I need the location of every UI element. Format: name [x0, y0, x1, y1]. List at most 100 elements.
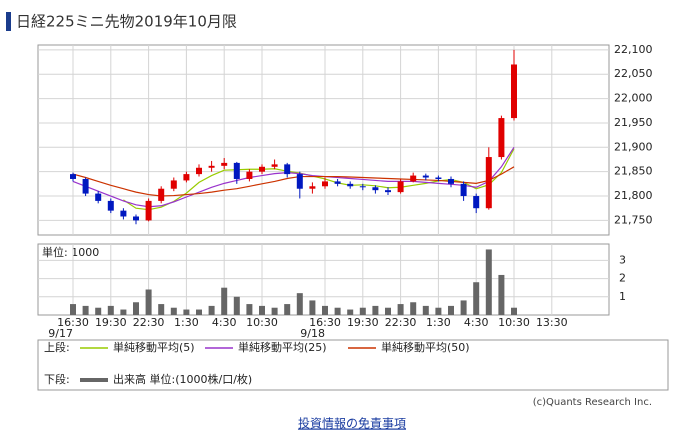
volume-bar — [246, 304, 253, 315]
title-marker — [6, 12, 11, 31]
candle-body — [485, 157, 492, 209]
price-panel — [37, 44, 610, 236]
volume-bar — [422, 305, 429, 315]
chart-title: 日経225ミニ先物2019年10月限 — [16, 13, 237, 31]
x-tick-label: 16:30 — [309, 316, 341, 329]
candle-body — [271, 164, 278, 167]
candle-body — [183, 174, 190, 181]
volume-bar — [296, 293, 303, 315]
candle-body — [448, 178, 454, 184]
candle-body — [410, 175, 417, 182]
ma-line — [123, 148, 515, 211]
volume-bar — [196, 309, 202, 315]
y-tick-label: 21,750 — [614, 213, 653, 226]
candle-body — [473, 196, 480, 209]
candle-body — [511, 64, 517, 119]
x-tick-label: 13:30 — [536, 316, 568, 329]
volume-bar — [511, 307, 517, 315]
volume-bar — [208, 305, 215, 315]
legend-label: 出来高 単位:(1000株/口/枚) — [113, 372, 252, 386]
volume-bar — [473, 282, 480, 315]
candle-body — [359, 186, 366, 188]
candle-body — [158, 188, 165, 201]
candle-body — [296, 174, 303, 189]
candle-body — [334, 181, 341, 184]
legend-swatch — [80, 378, 108, 382]
candle-body — [95, 193, 102, 201]
candle-body — [246, 171, 253, 179]
candle-body — [309, 186, 316, 189]
x-tick-label: 10:30 — [246, 316, 278, 329]
x-tick-label: 22:30 — [133, 316, 165, 329]
candle-body — [107, 200, 114, 211]
volume-tick-label: 3 — [619, 253, 626, 266]
candle-body — [221, 162, 228, 166]
y-tick-label: 22,000 — [614, 92, 653, 105]
volume-bar — [435, 307, 442, 315]
volume-bar — [284, 304, 291, 315]
volume-bar — [372, 305, 379, 315]
candle-body — [82, 178, 89, 194]
candle-body — [397, 181, 404, 193]
volume-bar — [448, 305, 454, 315]
candle-body — [208, 165, 215, 168]
y-tick-label: 22,050 — [614, 67, 653, 80]
legend-box — [37, 339, 669, 391]
volume-bar — [271, 307, 278, 315]
candle-body — [170, 180, 177, 189]
volume-bar — [397, 304, 404, 315]
x-tick-label: 1:30 — [426, 316, 451, 329]
candle-body — [385, 190, 391, 193]
x-tick-label: 16:30 — [57, 316, 89, 329]
candle-body — [284, 164, 291, 175]
legend-lower-label: 下段: — [44, 372, 70, 386]
x-tick-label: 4:30 — [464, 316, 489, 329]
candle-body — [196, 167, 202, 175]
volume-bar — [95, 307, 102, 315]
volume-panel — [37, 243, 610, 316]
candle-body — [322, 181, 328, 187]
volume-bar — [359, 307, 366, 315]
ma-line — [72, 166, 515, 197]
x-tick-label: 1:30 — [174, 316, 199, 329]
volume-bar — [322, 305, 328, 315]
y-tick-label: 22,100 — [614, 43, 653, 56]
x-tick-label: 4:30 — [212, 316, 237, 329]
volume-tick-label: 2 — [619, 272, 626, 285]
candle-body — [347, 183, 354, 187]
legend-label: 単純移動平均(5) — [113, 340, 195, 354]
legend-label: 単純移動平均(50) — [381, 340, 470, 354]
candle-body — [259, 166, 265, 172]
volume-bar — [460, 300, 467, 315]
volume-bar — [221, 287, 228, 315]
y-tick-label: 21,900 — [614, 140, 653, 153]
x-tick-label: 22:30 — [385, 316, 417, 329]
candle-body — [422, 175, 429, 178]
candle-body — [120, 210, 127, 217]
candle-body — [498, 118, 505, 158]
x-tick-label: 19:30 — [95, 316, 127, 329]
copyright: (c)Quants Research Inc. — [533, 397, 652, 408]
candle-body — [460, 183, 467, 197]
volume-bar — [145, 289, 152, 315]
volume-bar — [485, 249, 492, 315]
candle-body — [372, 187, 379, 191]
volume-bar — [70, 304, 76, 315]
volume-bar — [309, 300, 316, 315]
volume-bar — [183, 309, 190, 315]
volume-bar — [347, 309, 354, 315]
volume-bar — [233, 296, 240, 315]
x-date-label: 9/17 — [48, 327, 73, 340]
volume-tick-label: 1 — [619, 290, 626, 303]
candle-body — [145, 200, 152, 221]
x-date-label: 9/18 — [300, 327, 325, 340]
x-tick-label: 10:30 — [498, 316, 530, 329]
volume-bar — [158, 304, 165, 315]
volume-unit-label: 単位: 1000 — [42, 245, 99, 259]
volume-bar — [498, 274, 505, 315]
volume-bar — [120, 309, 127, 315]
candle-body — [233, 162, 240, 179]
volume-bar — [107, 305, 114, 315]
disclaimer-link[interactable]: 投資情報の免責事項 — [298, 416, 406, 431]
